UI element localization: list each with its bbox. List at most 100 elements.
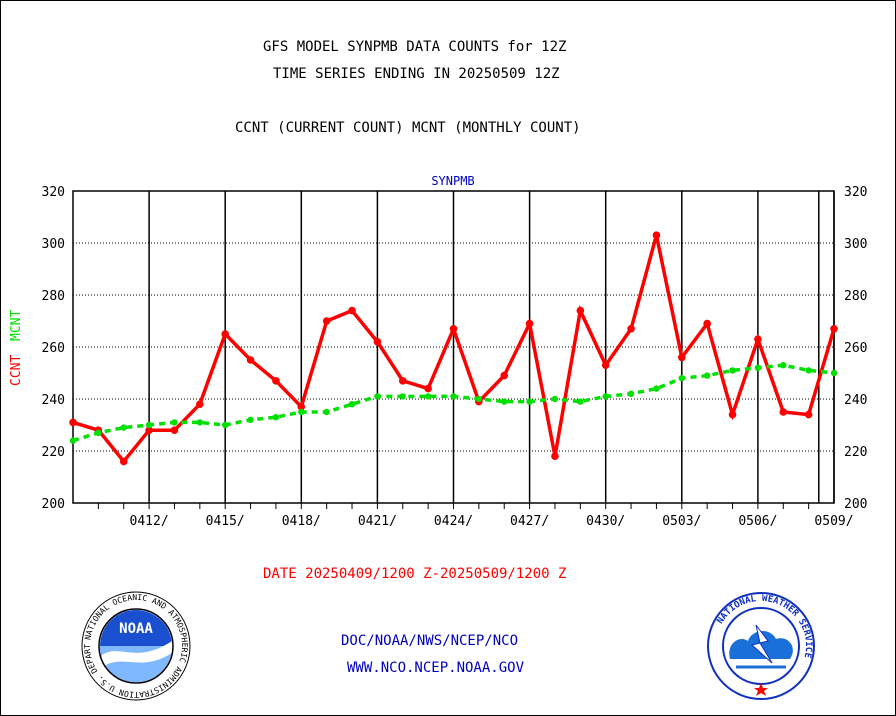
data-point-ccnt bbox=[728, 410, 737, 419]
data-point-ccnt bbox=[322, 317, 331, 325]
data-point-ccnt bbox=[398, 377, 407, 385]
y-tick-label-left: 300 bbox=[42, 237, 65, 252]
data-point-ccnt bbox=[627, 325, 635, 333]
data-point-ccnt bbox=[246, 356, 255, 364]
data-point-mcnt bbox=[577, 398, 584, 405]
chart-title-line3: CCNT (CURRENT COUNT) MCNT (MONTHLY COUNT… bbox=[235, 120, 581, 136]
data-point-ccnt bbox=[170, 426, 179, 435]
data-point-mcnt bbox=[323, 408, 330, 416]
data-point-ccnt bbox=[424, 384, 432, 393]
data-point-mcnt bbox=[602, 393, 609, 400]
y-tick-label-right: 260 bbox=[844, 341, 867, 356]
date-range-label: DATE 20250409/1200 Z-20250509/1200 Z bbox=[263, 566, 567, 582]
data-point-ccnt bbox=[678, 353, 686, 362]
y-tick-label-left: 220 bbox=[42, 445, 65, 460]
data-point-ccnt bbox=[703, 319, 711, 328]
data-point-mcnt bbox=[450, 393, 457, 400]
data-point-mcnt bbox=[298, 408, 305, 416]
data-point-ccnt bbox=[500, 371, 509, 380]
grid-lines bbox=[73, 191, 835, 503]
data-point-ccnt bbox=[652, 231, 661, 239]
data-point-ccnt bbox=[449, 325, 458, 333]
data-point-ccnt bbox=[348, 306, 356, 315]
y-tick-label-left: 320 bbox=[42, 185, 65, 200]
data-point-mcnt bbox=[805, 367, 812, 374]
data-point-ccnt bbox=[119, 457, 128, 466]
data-point-ccnt bbox=[576, 306, 585, 315]
data-point-ccnt bbox=[779, 408, 788, 416]
x-tick-label: 0415/ bbox=[206, 514, 245, 529]
website-link[interactable]: WWW.NCO.NCEP.NOAA.GOV bbox=[347, 660, 525, 676]
data-point-mcnt bbox=[703, 372, 711, 379]
data-point-mcnt bbox=[145, 421, 153, 429]
data-point-mcnt bbox=[627, 390, 635, 397]
y-tick-label-left: 280 bbox=[42, 289, 65, 304]
data-point-mcnt bbox=[551, 395, 559, 403]
y-tick-label-right: 320 bbox=[844, 185, 867, 200]
data-point-mcnt bbox=[729, 367, 736, 374]
data-point-mcnt bbox=[120, 424, 127, 431]
data-point-mcnt bbox=[678, 375, 685, 382]
chart-title-line1: GFS MODEL SYNPMB DATA COUNTS for 12Z bbox=[263, 39, 567, 55]
noaa-logo: NATIONAL OCEANIC AND ATMOSPHERIC ADMINIS… bbox=[80, 591, 191, 701]
data-point-ccnt bbox=[373, 338, 382, 346]
y-axis-label-ccnt: CCNT bbox=[9, 355, 24, 386]
data-point-mcnt bbox=[399, 393, 406, 400]
data-point-mcnt bbox=[247, 416, 254, 423]
x-tick-label: 0421/ bbox=[358, 514, 397, 529]
data-point-ccnt bbox=[601, 361, 610, 370]
data-point-ccnt bbox=[804, 410, 813, 419]
x-tick-label: 0509/ bbox=[814, 514, 853, 529]
data-point-mcnt bbox=[171, 419, 178, 426]
data-point-mcnt bbox=[526, 398, 533, 405]
x-tick-label: 0412/ bbox=[130, 514, 169, 529]
data-point-mcnt bbox=[222, 421, 229, 429]
series-layer bbox=[69, 231, 838, 466]
data-point-ccnt bbox=[145, 426, 153, 435]
data-point-ccnt bbox=[272, 377, 280, 385]
plot-area-border bbox=[72, 190, 835, 504]
noaa-center-text: NOAA bbox=[119, 621, 153, 637]
time-series-chart: 200 200 220 220 240 240 260 260 280 280 300 300 320 3… bbox=[9, 174, 867, 529]
axes bbox=[72, 190, 835, 509]
data-point-ccnt bbox=[525, 319, 534, 328]
chart-title-line2: TIME SERIES ENDING IN 20250509 12Z bbox=[273, 66, 560, 82]
y-axis-label-mcnt: MCNT bbox=[9, 310, 24, 341]
x-tick-label: 0503/ bbox=[662, 514, 701, 529]
data-point-mcnt bbox=[196, 419, 204, 426]
data-point-mcnt bbox=[272, 414, 280, 421]
data-point-mcnt bbox=[475, 395, 483, 403]
y-tick-label-left: 200 bbox=[42, 497, 65, 512]
data-point-mcnt bbox=[374, 393, 381, 400]
chart-title: SYNPMB bbox=[431, 174, 474, 188]
data-point-mcnt bbox=[424, 393, 432, 400]
y-tick-label-right: 200 bbox=[844, 497, 867, 512]
data-point-ccnt bbox=[551, 452, 559, 461]
x-tick-label: 0424/ bbox=[434, 514, 473, 529]
data-point-ccnt bbox=[221, 330, 229, 338]
org-label: DOC/NOAA/NWS/NCEP/NCO bbox=[341, 633, 519, 649]
star-icon bbox=[754, 683, 768, 696]
y-tick-label-right: 220 bbox=[844, 445, 867, 460]
axis-labels: 200 200 220 220 240 240 260 260 280 280 300 300 320 3… bbox=[9, 174, 867, 529]
data-point-mcnt bbox=[780, 362, 787, 369]
data-point-ccnt bbox=[196, 400, 204, 409]
y-tick-label-right: 240 bbox=[844, 393, 867, 408]
y-tick-label-right: 300 bbox=[844, 237, 867, 252]
data-point-mcnt bbox=[653, 385, 660, 392]
y-tick-label-right: 280 bbox=[844, 289, 867, 304]
y-tick-label-left: 260 bbox=[42, 341, 65, 356]
data-point-mcnt bbox=[95, 429, 102, 436]
data-point-mcnt bbox=[69, 437, 77, 444]
data-point-mcnt bbox=[830, 369, 838, 377]
data-point-ccnt bbox=[830, 325, 838, 333]
x-tick-label: 0430/ bbox=[586, 514, 625, 529]
x-tick-label: 0418/ bbox=[282, 514, 321, 529]
data-point-ccnt bbox=[297, 403, 306, 411]
x-tick-label: 0506/ bbox=[738, 514, 777, 529]
nws-logo: NATIONAL WEATHER SERVICE bbox=[707, 592, 815, 700]
y-tick-label-left: 240 bbox=[42, 393, 65, 408]
data-point-mcnt bbox=[348, 401, 356, 408]
data-point-mcnt bbox=[501, 398, 508, 405]
